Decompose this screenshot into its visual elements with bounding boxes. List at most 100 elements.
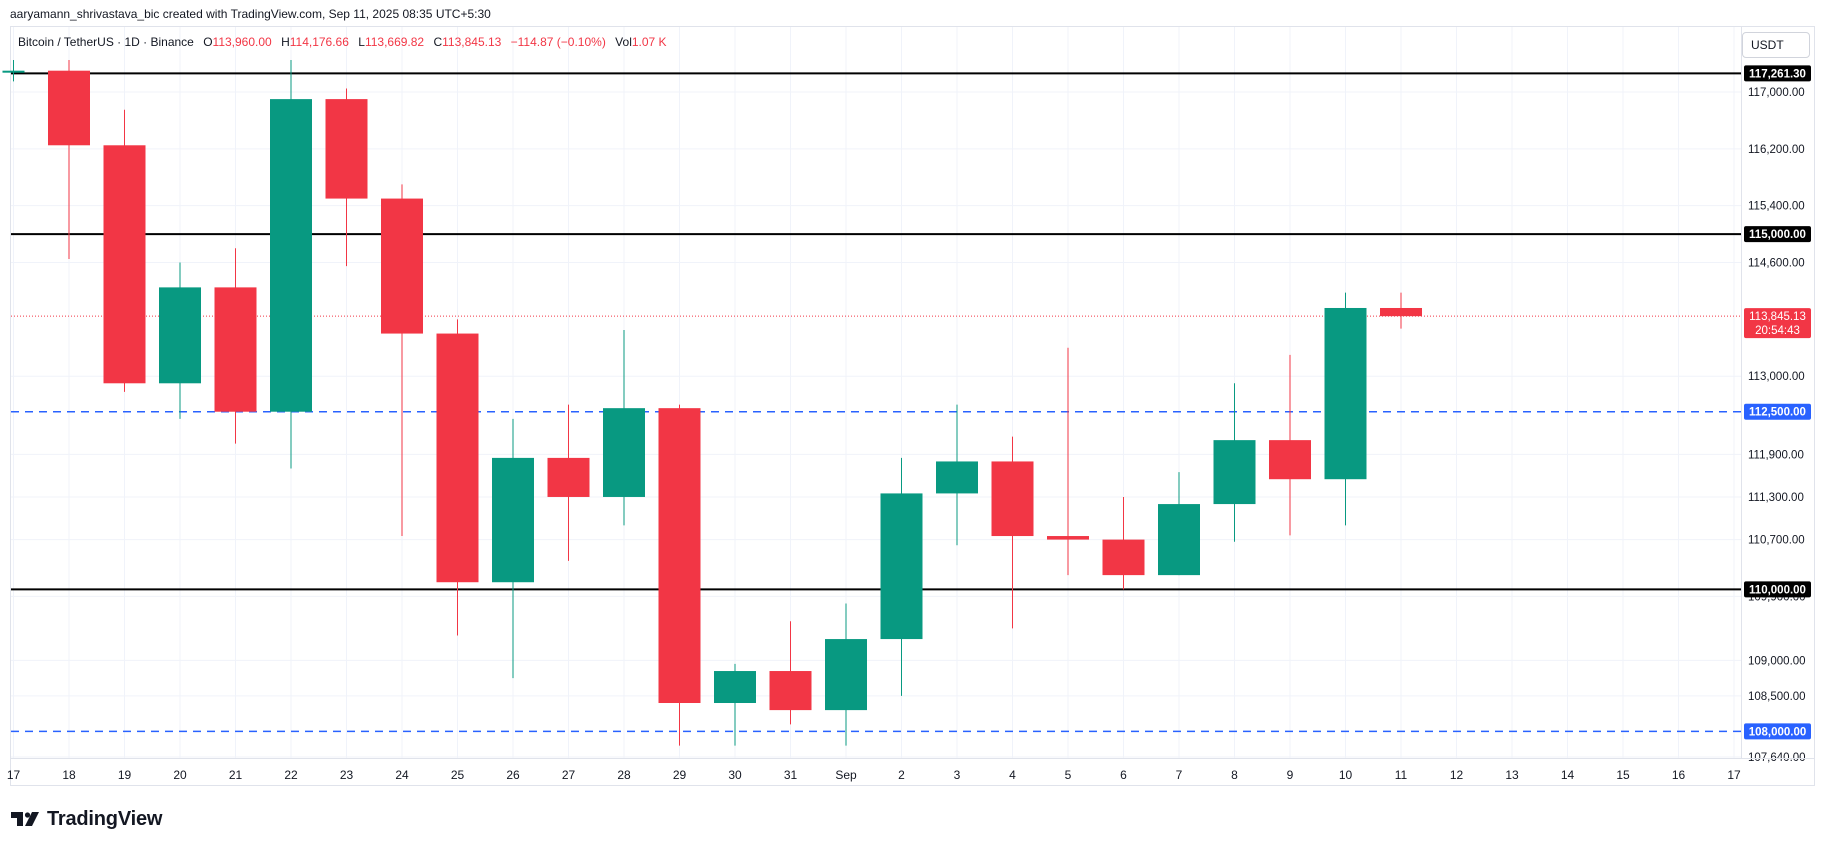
candle[interactable] <box>825 603 867 746</box>
open-label: O <box>203 35 213 49</box>
y-tick-label: 110,700.00 <box>1748 535 1805 547</box>
x-tick-label: 2 <box>898 768 905 782</box>
candle[interactable] <box>1324 292 1367 526</box>
close-label: C <box>433 35 443 49</box>
x-tick-label: 7 <box>1176 768 1183 782</box>
y-tick-label: 113,000.00 <box>1748 371 1805 383</box>
tradingview-logo-text: TradingView <box>47 807 163 830</box>
level-price-label: 108,000.00 <box>1749 726 1807 738</box>
candle[interactable] <box>936 404 978 546</box>
x-tick-label: 28 <box>617 768 631 782</box>
candle[interactable] <box>1047 347 1089 576</box>
candle[interactable] <box>436 319 479 636</box>
currency-selector[interactable]: USDT <box>1742 32 1810 58</box>
candle[interactable] <box>547 404 590 561</box>
candle-body <box>880 493 923 640</box>
candle[interactable] <box>714 663 756 746</box>
level-price-label: 115,000.00 <box>1749 229 1806 241</box>
candle[interactable] <box>159 262 201 419</box>
candle-body <box>1047 536 1089 540</box>
candle-body <box>325 99 368 199</box>
chart-attribution: aaryamann_shrivastava_bic created with T… <box>10 7 491 21</box>
candle[interactable] <box>1213 383 1256 542</box>
candle-body <box>1213 440 1256 505</box>
x-tick-label: 12 <box>1450 768 1464 782</box>
level-price-label: 112,500.00 <box>1749 407 1806 419</box>
candle[interactable] <box>103 109 146 392</box>
x-tick-label: 14 <box>1561 768 1575 782</box>
x-tick-label: 17 <box>7 768 21 782</box>
x-tick-label: 17 <box>1727 768 1741 782</box>
candle-body <box>1269 440 1311 480</box>
candle[interactable] <box>1269 354 1311 536</box>
x-tick-label: 16 <box>1672 768 1686 782</box>
candle[interactable] <box>769 621 812 725</box>
candle[interactable] <box>1102 496 1145 590</box>
level-price-tag <box>1744 226 1811 243</box>
x-tick-label: 25 <box>451 768 465 782</box>
x-tick-label: Sep <box>835 768 857 782</box>
x-tick-label: 18 <box>62 768 76 782</box>
x-tick-label: 15 <box>1616 768 1630 782</box>
x-tick-label: 23 <box>340 768 354 782</box>
y-tick-label: 114,600.00 <box>1748 258 1805 270</box>
candle-body <box>547 457 590 497</box>
candle[interactable] <box>270 60 312 469</box>
candle-body <box>714 671 756 704</box>
low-value: 113,669.82 <box>364 35 425 49</box>
x-tick-label: 8 <box>1231 768 1238 782</box>
x-tick-label: 5 <box>1065 768 1072 782</box>
last-price-tag <box>1744 308 1811 339</box>
candle-body <box>1158 504 1200 576</box>
close-value: 113,845.13 <box>442 35 502 49</box>
candle[interactable] <box>1158 472 1200 576</box>
candle[interactable] <box>2 60 25 82</box>
candle[interactable] <box>991 436 1034 629</box>
candles <box>2 60 1422 746</box>
candle-body <box>1324 307 1367 480</box>
tradingview-logo[interactable]: TradingView <box>11 808 162 830</box>
level-price-label: 117,261.30 <box>1749 68 1806 80</box>
volume-value: 1.07 K <box>631 35 667 49</box>
candle-body <box>769 671 812 711</box>
y-tick-label: 109,000.00 <box>1748 655 1806 667</box>
symbol-name[interactable]: Bitcoin / TetherUS · 1D · Binance <box>18 35 194 49</box>
candle[interactable] <box>48 60 90 259</box>
x-tick-label: 3 <box>954 768 961 782</box>
candle[interactable] <box>325 88 368 267</box>
candle-body <box>603 408 645 497</box>
candle[interactable] <box>214 248 257 444</box>
y-tick-label: 108,500.00 <box>1748 691 1806 703</box>
candle-body <box>2 70 25 73</box>
x-tick-label: 21 <box>229 768 243 782</box>
candle[interactable] <box>603 330 645 526</box>
high-label: H <box>281 35 290 49</box>
candle[interactable] <box>880 457 923 696</box>
level-price-label: 110,000.00 <box>1749 584 1806 596</box>
x-tick-label: 31 <box>784 768 798 782</box>
candle-body <box>991 461 1034 537</box>
candle-body <box>103 145 146 384</box>
y-tick-label: 116,200.00 <box>1748 144 1805 156</box>
volume-label: Vol <box>615 35 632 49</box>
x-tick-label: 29 <box>673 768 687 782</box>
candle[interactable] <box>1380 292 1422 329</box>
level-price-tag <box>1744 581 1811 598</box>
x-tick-label: 19 <box>118 768 132 782</box>
candle[interactable] <box>381 184 423 537</box>
x-tick-label: 13 <box>1505 768 1519 782</box>
candle[interactable] <box>658 404 701 746</box>
x-tick-label: 30 <box>728 768 742 782</box>
x-tick-label: 10 <box>1339 768 1353 782</box>
candle-body <box>48 70 90 146</box>
x-tick-label: 6 <box>1120 768 1127 782</box>
y-tick-label: 111,300.00 <box>1748 492 1804 504</box>
candle-body <box>936 461 978 494</box>
low-label: L <box>358 35 365 49</box>
x-tick-label: 11 <box>1395 768 1408 782</box>
candle[interactable] <box>492 418 534 679</box>
x-tick-label: 4 <box>1009 768 1016 782</box>
y-tick-label: 111,900.00 <box>1748 449 1804 461</box>
candle-body <box>825 639 867 711</box>
